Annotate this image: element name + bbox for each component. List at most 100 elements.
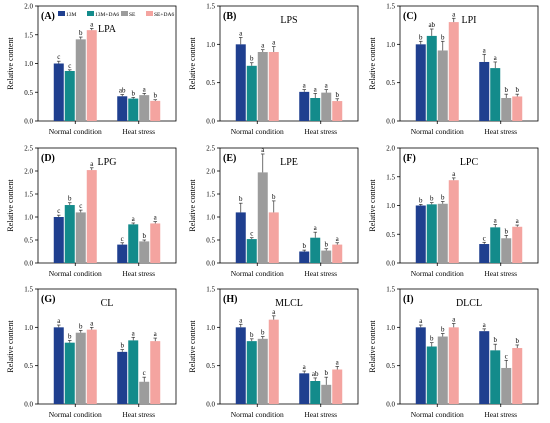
significance-letter: a (143, 85, 147, 93)
plot-frame (37, 147, 177, 264)
panel-label: (G) (41, 294, 55, 305)
significance-letter: c (79, 202, 82, 210)
significance-letter: b (153, 92, 157, 100)
x-tick-label: Heat stress (122, 127, 155, 136)
bar (75, 212, 86, 263)
significance-letter: c (57, 207, 60, 215)
x-tick-label: Normal condition (411, 410, 464, 419)
significance-letter: b (441, 325, 445, 333)
significance-letter: a (154, 330, 158, 338)
panel-label: (A) (41, 11, 55, 22)
significance-letter: c (250, 230, 253, 238)
panel-label: (H) (223, 294, 237, 305)
x-tick-label: Normal condition (49, 269, 102, 278)
significance-letter: b (493, 336, 497, 344)
y-tick-label: 0.0 (386, 118, 395, 126)
legend-label: 13M+DA6 (95, 12, 119, 18)
y-tick-label: 1.5 (206, 3, 215, 11)
legend: 13M 13M+DA6 SE SE+DA6 (58, 11, 174, 18)
bar (321, 384, 332, 404)
plot-frame (219, 5, 359, 122)
x-tick-label: Heat stress (484, 269, 517, 278)
y-tick-label: 0.0 (206, 260, 215, 268)
legend-swatch (121, 11, 128, 16)
bar (257, 52, 268, 121)
y-tick-label: 1.5 (386, 286, 395, 294)
bar (117, 351, 128, 404)
significance-letter: a (239, 29, 243, 37)
significance-letter: a (154, 214, 158, 222)
significance-letter: b (324, 369, 328, 377)
significance-letter: a (303, 82, 307, 90)
panel-label: (D) (41, 153, 55, 164)
significance-letter: b (419, 33, 423, 41)
bar (235, 327, 246, 404)
panel-label: (I) (403, 294, 414, 305)
bar (437, 203, 448, 263)
bar (246, 239, 257, 263)
y-tick-label: 1.0 (24, 60, 33, 68)
significance-letter: ab (119, 87, 126, 95)
significance-letter: b (335, 91, 339, 99)
x-tick-label: Normal condition (49, 127, 102, 136)
y-tick-label: 1.5 (386, 173, 395, 181)
bar (64, 342, 75, 404)
plot-frame (219, 288, 359, 405)
bar (299, 251, 310, 263)
bar (310, 381, 321, 404)
y-axis-label: Relative content (368, 37, 377, 90)
y-tick-label: 0.5 (386, 362, 395, 370)
bar (512, 348, 523, 404)
y-tick-label: 0.0 (24, 260, 33, 268)
significance-letter: c (505, 352, 508, 360)
legend-swatch (87, 11, 94, 16)
y-axis-label: Relative content (368, 179, 377, 232)
bar (448, 180, 459, 263)
significance-letter: b (272, 193, 276, 201)
bar (415, 205, 426, 263)
significance-letter: b (142, 232, 146, 240)
bar (332, 244, 343, 263)
significance-letter: a (336, 235, 340, 243)
panel-e: 0.0 0.5 1.0 1.5 2.0 2.5 Relative content Normal… (188, 145, 359, 278)
panel-title: LPA (98, 24, 117, 35)
significance-letter: c (68, 62, 71, 70)
bar (268, 212, 279, 263)
significance-letter: c (57, 53, 60, 61)
significance-letter: b (79, 29, 83, 37)
bar (479, 244, 490, 263)
panel-title: LPE (280, 157, 298, 168)
bar (426, 204, 437, 263)
y-tick-label: 2.0 (24, 168, 33, 176)
significance-letter: b (441, 33, 445, 41)
bar (501, 367, 512, 404)
bar (53, 327, 64, 404)
significance-letter: a (494, 216, 498, 224)
y-tick-label: 1.5 (206, 191, 215, 199)
y-tick-label: 1.5 (386, 3, 395, 11)
panel-title: LPC (460, 157, 479, 168)
bar (299, 91, 310, 121)
y-tick-label: 0.0 (386, 260, 395, 268)
significance-letter: a (325, 82, 329, 90)
y-tick-label: 1.5 (24, 31, 33, 39)
bar (490, 227, 501, 263)
significance-letter: a (452, 10, 456, 18)
y-tick-label: 0.5 (24, 362, 33, 370)
panel-title: LPI (462, 15, 477, 26)
x-tick-label: Normal condition (231, 410, 284, 419)
x-tick-label: Normal condition (411, 269, 464, 278)
bar (139, 381, 150, 404)
bar (310, 237, 321, 263)
panel-title: DLCL (456, 298, 482, 309)
significance-letter: a (90, 20, 94, 28)
bar (53, 217, 64, 263)
significance-letter: b (324, 241, 328, 249)
y-axis-label: Relative content (188, 37, 197, 90)
x-tick-label: Heat stress (304, 269, 337, 278)
bar (139, 241, 150, 263)
bar (332, 101, 343, 121)
significance-letter: a (132, 215, 136, 223)
bar (246, 65, 257, 121)
